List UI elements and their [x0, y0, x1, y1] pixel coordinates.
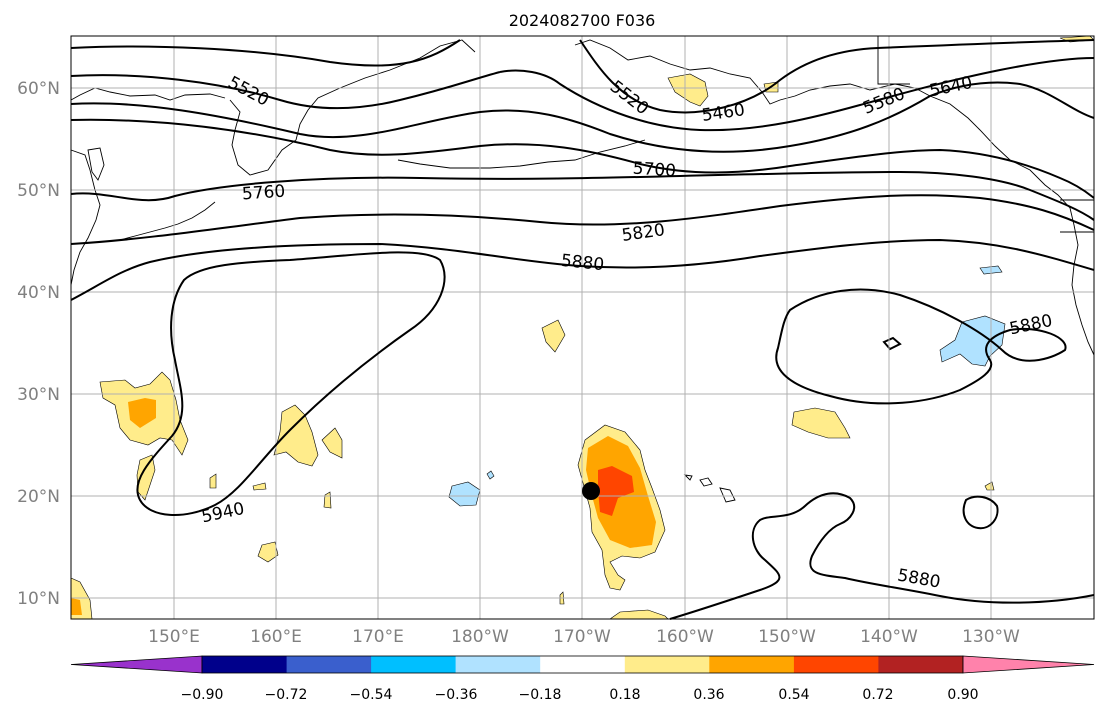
lat-label: 20°N [17, 487, 60, 507]
contour-5880-south [669, 492, 1095, 620]
colorbar-segments [70, 655, 1095, 674]
shade-blue-small [486, 470, 495, 480]
shade-yellow-small3 [209, 473, 217, 489]
shade-yellow-small2 [257, 541, 279, 563]
colorbar-frame [201, 655, 964, 674]
shade-red-hawaii [598, 466, 634, 516]
contour-5820 [70, 194, 1095, 245]
lon-label: 180°W [451, 627, 509, 647]
lat-label: 10°N [17, 589, 60, 609]
coastlines [70, 36, 1095, 503]
colorbar-tick-label: 0.54 [778, 687, 809, 703]
colorbar-tick-label: −0.18 [519, 687, 562, 703]
colorbar-ticks: −0.90 −0.72 −0.54 −0.36 −0.18 0.18 0.36 … [181, 687, 979, 703]
shaded-fields [70, 35, 1095, 620]
figure-title: 2024082700 F036 [509, 11, 656, 30]
map-panel: 5520 5520 5460 5580 5640 5700 5760 5820 … [70, 35, 1095, 620]
lon-label: 130°W [962, 627, 1020, 647]
lon-label: 160°E [250, 627, 302, 647]
lat-label: 40°N [17, 283, 60, 303]
lon-label: 140°W [860, 627, 918, 647]
colorbar-tick-label: 0.90 [947, 687, 978, 703]
shade-orange-sw-corner [71, 598, 82, 615]
contour-5880-north [70, 238, 1095, 301]
shade-yellow-alaska [667, 73, 709, 107]
gridlines [71, 36, 1094, 619]
height-contours [70, 39, 1095, 620]
location-marker [582, 482, 600, 500]
latitude-labels: 60°N 50°N 40°N 30°N 20°N 10°N [17, 79, 60, 609]
shade-yellow-east-mid [541, 319, 566, 353]
contour-label: 5880 [560, 251, 605, 275]
colorbar-tick-label: 0.72 [862, 687, 893, 703]
colorbar-segment [371, 656, 457, 673]
colorbar-segment [709, 656, 795, 673]
colorbar-segment [540, 656, 626, 673]
contour-5580-west [70, 71, 501, 110]
contour-5700 [70, 118, 1095, 199]
contour-label: 5700 [632, 159, 677, 182]
contour-5520-east [579, 39, 1095, 114]
shade-yellow-east [791, 407, 851, 439]
colorbar-tick-label: 0.36 [693, 687, 724, 703]
colorbar: −0.90 −0.72 −0.54 −0.36 −0.18 0.18 0.36 … [70, 655, 1095, 703]
shade-yellow-small5 [252, 482, 267, 491]
contour-label: 5760 [241, 182, 286, 205]
shade-blue-east [939, 315, 1006, 367]
lon-label: 160°W [656, 627, 714, 647]
colorbar-tick-label: −0.90 [181, 687, 224, 703]
colorbar-tick-label: −0.54 [350, 687, 393, 703]
colorbar-segment [202, 656, 287, 673]
contour-5880-east-loop [775, 288, 1067, 405]
colorbar-extend-low [70, 655, 203, 674]
lat-label: 30°N [17, 385, 60, 405]
contour-5880-small [962, 495, 999, 530]
contour-5940 [136, 251, 446, 516]
lon-label: 150°E [148, 627, 200, 647]
shade-yellow-coast [984, 481, 995, 491]
lon-label: 170°E [352, 627, 404, 647]
colorbar-tick-label: 0.18 [609, 687, 640, 703]
colorbar-segment [793, 656, 879, 673]
lat-label: 50°N [17, 181, 60, 201]
contour-5580-east [499, 57, 1095, 132]
contour-5520-west [70, 39, 461, 67]
colorbar-extend-high [962, 655, 1095, 674]
colorbar-tick-label: −0.72 [265, 687, 308, 703]
map-frame [70, 35, 1095, 620]
shade-blue-center [448, 481, 481, 507]
colorbar-segment [455, 656, 541, 673]
shade-yellow-small1 [321, 427, 343, 459]
colorbar-segment [624, 656, 710, 673]
colorbar-tick-label: −0.36 [435, 687, 478, 703]
longitude-labels: 150°E 160°E 170°E 180°W 170°W 160°W 150°… [148, 627, 1020, 647]
contour-5640 [70, 81, 1095, 153]
shade-orange-west [128, 398, 156, 428]
lon-label: 150°W [758, 627, 816, 647]
colorbar-segment [286, 656, 372, 673]
lon-label: 170°W [553, 627, 611, 647]
contour-5760 [70, 170, 1095, 221]
lat-label: 60°N [17, 79, 60, 99]
colorbar-segment [878, 656, 964, 673]
